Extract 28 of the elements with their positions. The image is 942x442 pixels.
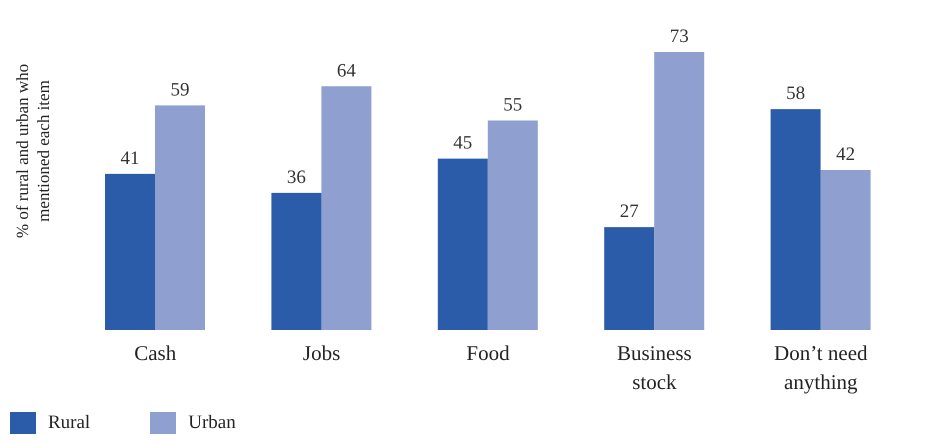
data-label: 45 [453, 132, 472, 154]
data-label: 27 [620, 201, 639, 222]
x-tick-label: Jobs [302, 341, 340, 365]
x-tick-label: Cash [134, 341, 177, 365]
x-tick-label: Food [466, 341, 510, 365]
bar [438, 158, 488, 330]
data-label: 55 [503, 94, 522, 116]
bar [321, 86, 372, 330]
data-label: 59 [170, 79, 190, 100]
legend-label: Rural [48, 412, 90, 434]
bar [271, 192, 322, 330]
data-label: 64 [336, 60, 356, 82]
bar [820, 170, 871, 330]
bar [105, 174, 155, 330]
bar [654, 52, 704, 330]
bar [155, 105, 205, 330]
data-label: 58 [786, 83, 806, 104]
y-axis-title: % of rural and urban who mentioned each item [13, 64, 53, 238]
bar [488, 120, 538, 330]
data-label: 73 [670, 26, 689, 47]
data-label: 36 [286, 166, 306, 188]
data-label: 42 [836, 144, 856, 166]
x-tick-label: Business stock [617, 341, 692, 394]
bar [604, 227, 654, 330]
legend-label: Urban [188, 412, 236, 434]
bar [770, 109, 821, 330]
data-label: 41 [120, 148, 140, 169]
x-tick-label: Don’t need anything [774, 341, 868, 394]
